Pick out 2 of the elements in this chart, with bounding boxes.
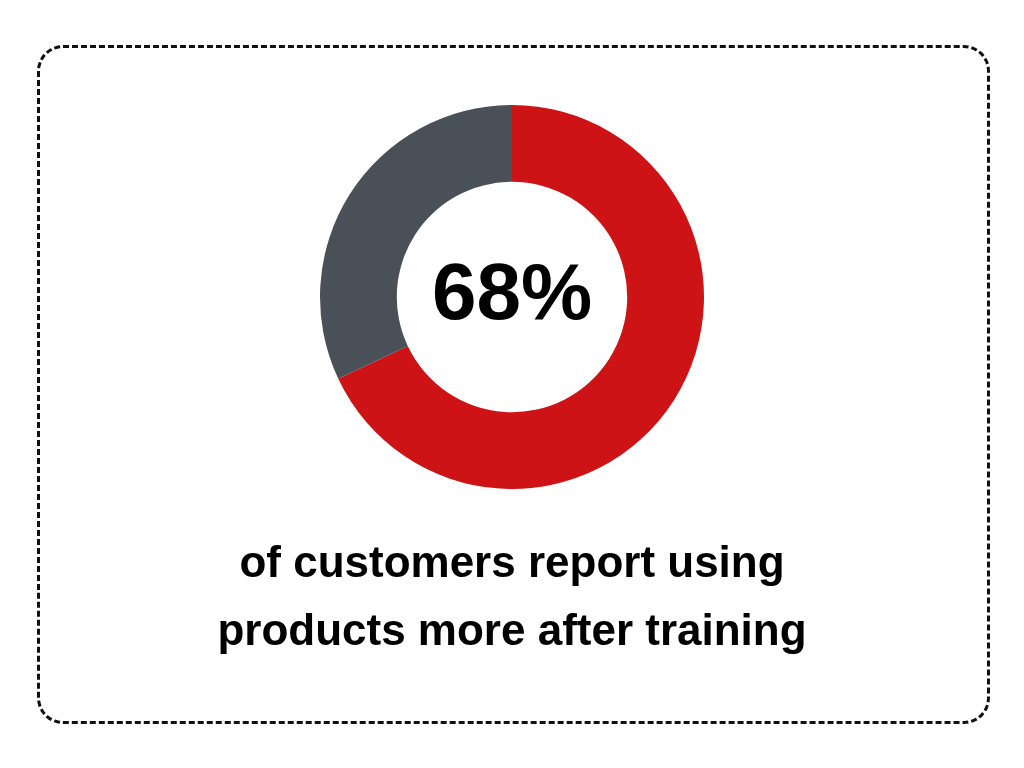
text: of customers report using products more after training [216,536,808,656]
data-label: 68% [431,247,593,337]
